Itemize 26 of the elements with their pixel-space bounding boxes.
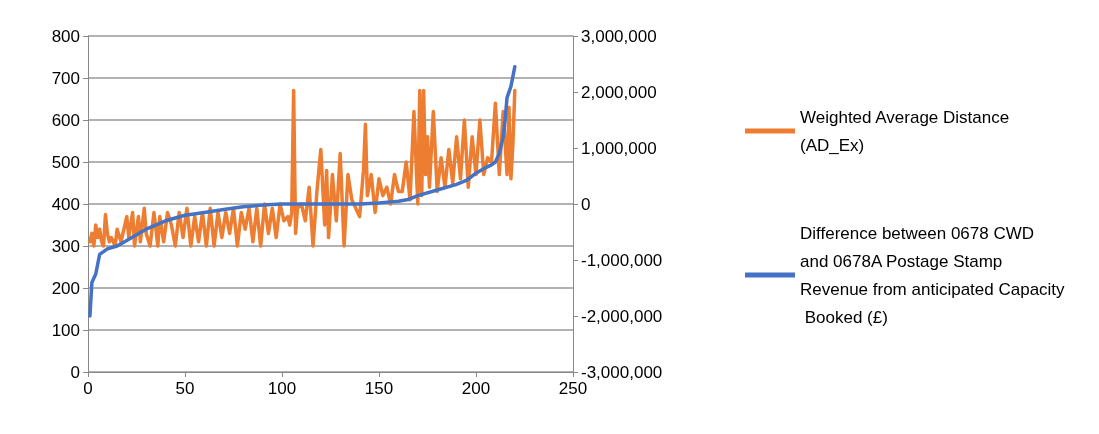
y-tick-label: 400: [51, 194, 80, 214]
line-series: [88, 65, 517, 318]
y-tick-label: 700: [51, 68, 80, 88]
y-tick-label: 300: [51, 236, 80, 256]
y-tick-label: 800: [51, 26, 80, 46]
y-tick-label: 200: [51, 278, 80, 298]
y2-tick-label: 3,000,000: [581, 26, 657, 46]
y2-tick-label: -2,000,000: [581, 306, 663, 326]
x-tick-label: 50: [175, 379, 195, 398]
y2-tick-label: -3,000,000: [581, 362, 663, 382]
y-tick-label: 600: [51, 110, 80, 130]
y2-tick-label: -1,000,000: [581, 250, 663, 270]
x-tick-label: 100: [267, 379, 297, 398]
legend-label: Weighted Average Distance (AD_Ex): [800, 107, 1014, 155]
x-tick-label: 0: [83, 379, 93, 398]
legend-label: Difference between 0678 CWD and 0678A Postage Stamp Revenue from anticipated Capacity Booked (£): [800, 223, 1066, 327]
y2-tick-label: 1,000,000: [581, 138, 657, 158]
y-tick-label: 0: [70, 362, 80, 382]
y-tick-label: 100: [51, 320, 80, 340]
y2-tick-label: 0: [581, 194, 591, 214]
x-tick-label: 250: [558, 379, 588, 398]
y2-tick-label: 2,000,000: [581, 82, 657, 102]
line-series: [88, 88, 517, 248]
x-tick-label: 150: [364, 379, 394, 398]
x-tick-label: 200: [461, 379, 491, 398]
y-tick-label: 500: [51, 152, 80, 172]
